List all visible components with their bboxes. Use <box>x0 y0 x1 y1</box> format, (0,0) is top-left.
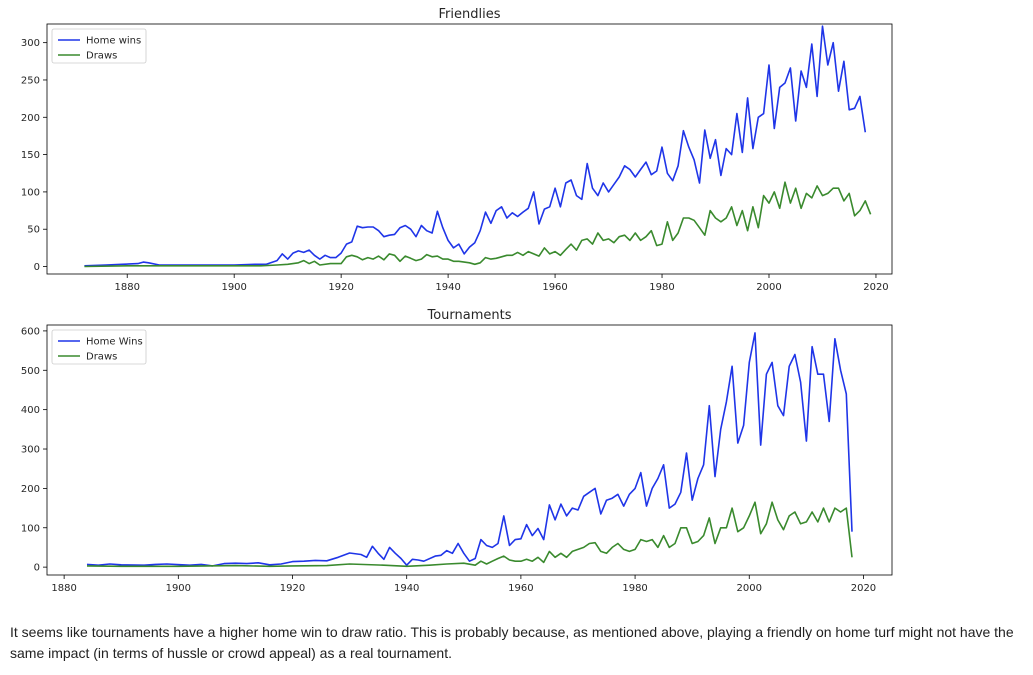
x-tick-label: 2000 <box>756 282 781 293</box>
plot-frame <box>46 23 893 275</box>
legend-label: Draws <box>86 352 117 363</box>
legend-label: Draws <box>86 51 117 62</box>
x-tick-label: 1880 <box>51 583 76 594</box>
series-line-home-wins <box>86 332 853 567</box>
y-tick-label: 0 <box>34 262 40 273</box>
x-tick-label: 1920 <box>328 282 353 293</box>
x-tick-label: 1960 <box>542 282 567 293</box>
y-tick-label: 200 <box>21 113 40 124</box>
x-tick-label: 2020 <box>851 583 876 594</box>
y-tick-label: 300 <box>21 38 40 49</box>
x-tick-label: 1900 <box>166 583 191 594</box>
x-tick-label: 1940 <box>394 583 419 594</box>
caption-text: It seems like tournaments have a higher … <box>10 624 1014 661</box>
x-tick-label: 2000 <box>737 583 762 594</box>
x-tick-label: 1900 <box>221 282 246 293</box>
x-tick-label: 1940 <box>435 282 460 293</box>
chart-title: Friendlies <box>439 7 501 22</box>
series-line-draws <box>86 501 853 568</box>
legend-label: Home wins <box>86 36 141 47</box>
x-tick-label: 1980 <box>649 282 674 293</box>
charts-figure: Friendlies 0 50 100 150 200 250 300 1880 1900 1920… <box>21 7 893 594</box>
y-tick-label: 600 <box>21 326 40 337</box>
friendlies-chart: Friendlies 0 50 100 150 200 250 300 1880 1900 1920… <box>21 7 893 293</box>
series-line-draws <box>84 181 872 268</box>
y-tick-label: 0 <box>34 563 40 574</box>
legend-label: Home Wins <box>86 337 143 348</box>
x-tick-label: 1880 <box>114 282 139 293</box>
y-tick-label: 100 <box>21 187 40 198</box>
series-line-home-wins <box>84 25 867 267</box>
y-tick-label: 200 <box>21 484 40 495</box>
x-tick-label: 2020 <box>863 282 888 293</box>
y-tick-label: 300 <box>21 445 40 456</box>
x-tick-label: 1980 <box>622 583 647 594</box>
x-tick-label: 1960 <box>508 583 533 594</box>
y-tick-label: 250 <box>21 75 40 86</box>
y-tick-label: 500 <box>21 366 40 377</box>
tournaments-chart: Tournaments 0 100 200 300 400 500 600 1880 1900 19… <box>21 308 893 594</box>
y-tick-label: 150 <box>21 150 40 161</box>
y-tick-label: 100 <box>21 523 40 534</box>
y-tick-label: 400 <box>21 405 40 416</box>
plot-frame <box>46 324 893 576</box>
x-tick-label: 1920 <box>280 583 305 594</box>
chart-title: Tournaments <box>426 308 511 323</box>
y-tick-label: 50 <box>27 225 40 236</box>
